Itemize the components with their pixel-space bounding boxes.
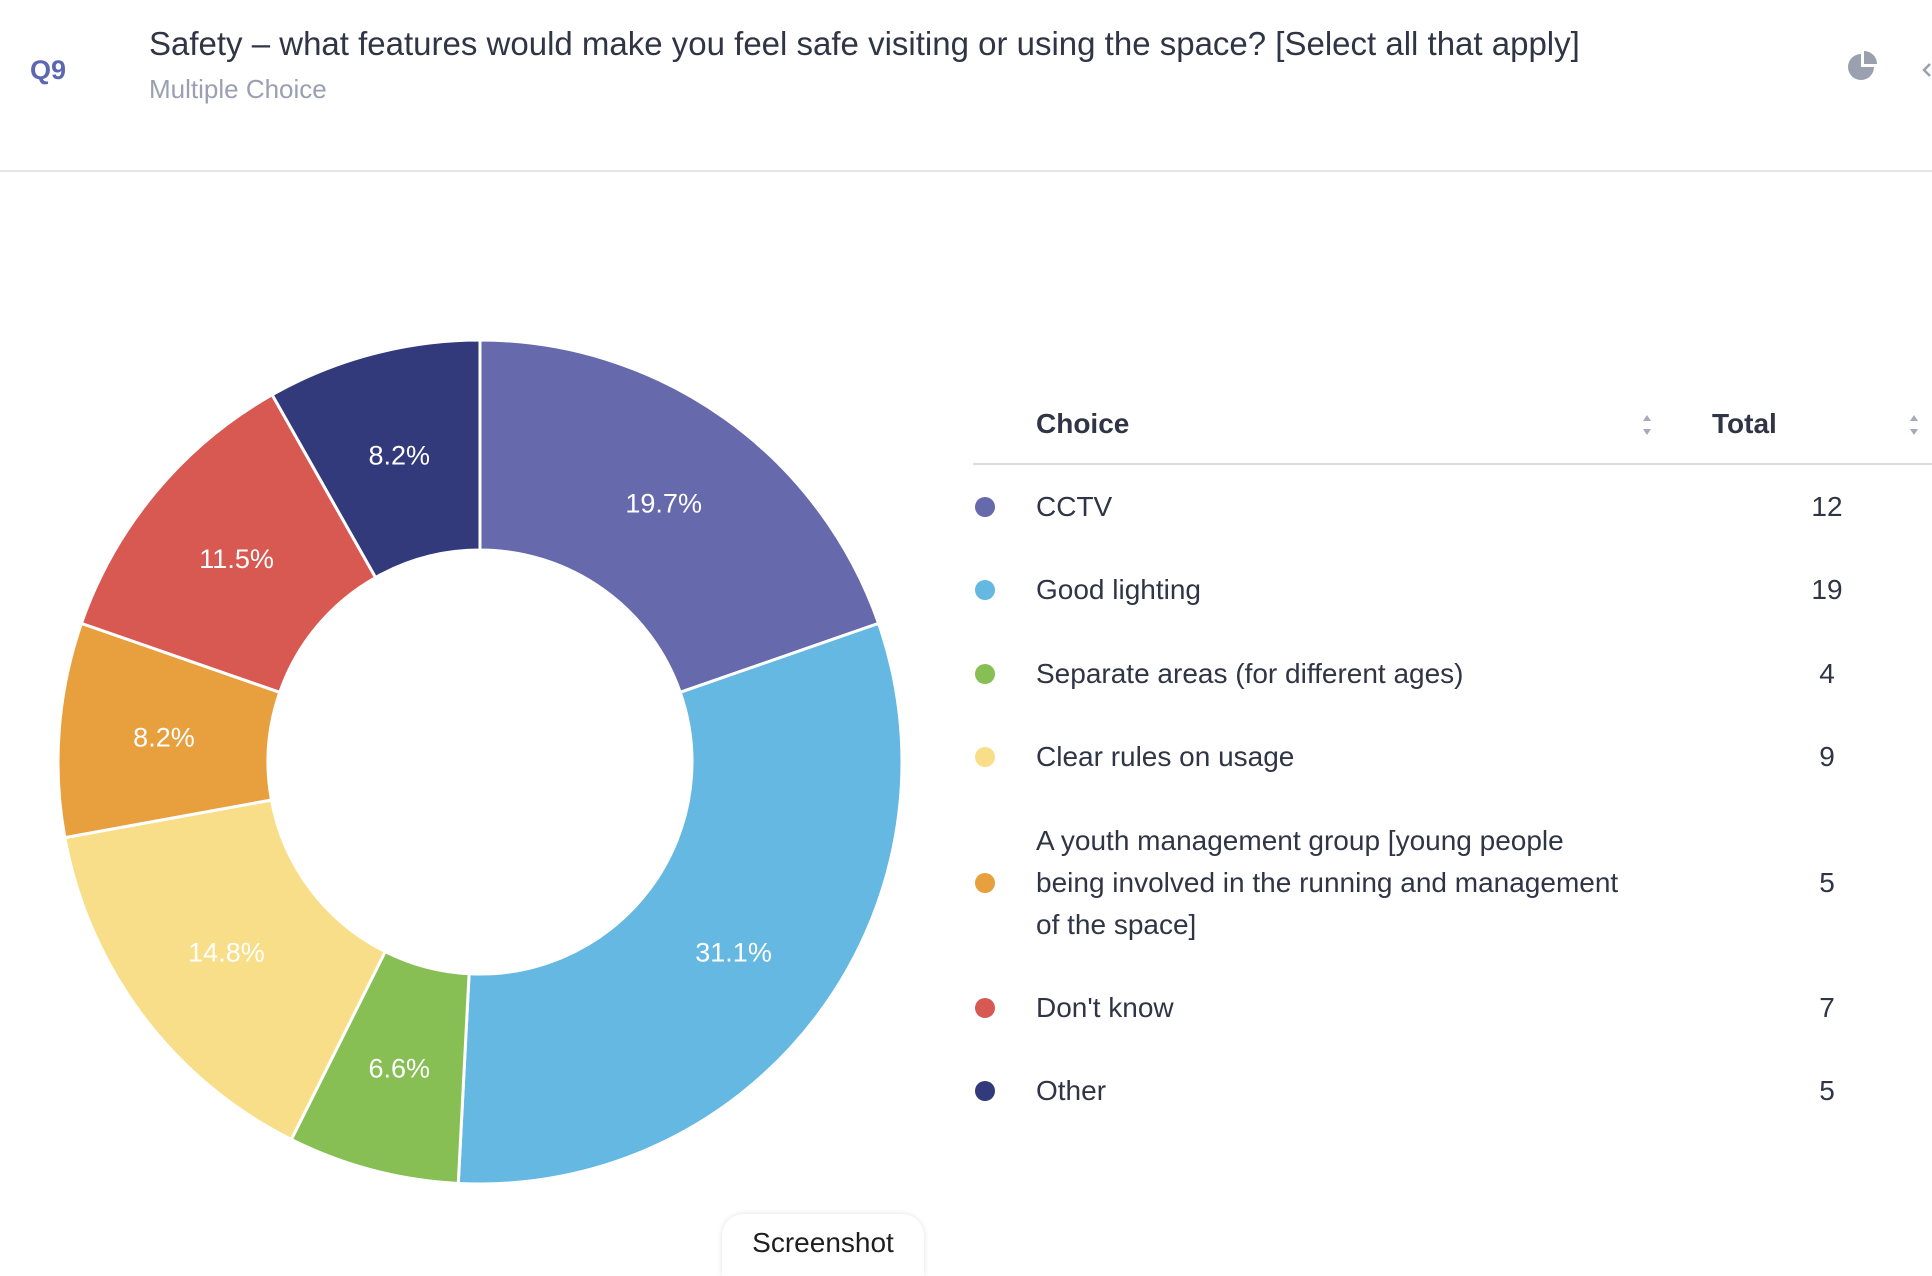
legend-color-dot [975, 496, 995, 517]
donut-slice[interactable] [63, 798, 388, 1142]
legend-color-dot [975, 663, 995, 684]
pie-chart-icon[interactable] [1846, 50, 1880, 84]
table-row[interactable]: Other 5 [973, 1049, 1932, 1133]
question-type: Multiple Choice [149, 74, 327, 104]
choice-total: 4 [1819, 657, 1835, 689]
slice-percent-label: 6.6% [368, 1054, 430, 1084]
table-body: CCTV 12 Good lighting 19 Separate areas (for… [973, 465, 1932, 1133]
slice-percent-label: 19.7% [625, 489, 702, 519]
choice-label: CCTV [1036, 490, 1113, 522]
donut-slice[interactable] [270, 338, 482, 580]
choice-total: 5 [1819, 866, 1835, 898]
question-title: Safety – what features would make you fe… [149, 25, 1580, 62]
choice-label: Good lighting [1036, 574, 1202, 605]
question-number: Q9 [30, 55, 67, 85]
table-row[interactable]: CCTV 12 [973, 465, 1932, 548]
choice-label: Clear rules on usage [1036, 741, 1295, 772]
choice-label: Other [1036, 1075, 1107, 1106]
choice-total: 9 [1819, 741, 1835, 772]
choice-label: Separate areas (for different ages) [1036, 657, 1464, 689]
choice-total: 19 [1811, 574, 1843, 605]
slice-percent-label: 31.1% [695, 937, 772, 967]
legend-color-dot [975, 872, 995, 893]
total-column-header[interactable]: Total [1712, 408, 1777, 439]
donut-slice[interactable] [456, 621, 904, 1186]
choice-label: A youth management group [young people b… [1036, 824, 1619, 940]
table-row[interactable]: Separate areas (for different ages) 4 [973, 632, 1932, 715]
choice-total: 12 [1811, 490, 1843, 522]
slice-percent-label: 11.5% [199, 544, 274, 574]
slice-percent-label: 8.2% [368, 440, 430, 470]
choice-total: 7 [1819, 991, 1835, 1023]
donut-slice[interactable] [478, 338, 881, 695]
slice-percent-label: 14.8% [188, 937, 265, 967]
sort-icon[interactable] [1908, 412, 1920, 438]
choice-total: 5 [1819, 1075, 1835, 1106]
table-row[interactable]: Clear rules on usage 9 [973, 715, 1932, 799]
legend-color-dot [975, 1081, 995, 1101]
choice-column-header[interactable]: Choice [1036, 408, 1130, 439]
legend-color-dot [975, 997, 995, 1018]
donut-slice[interactable] [79, 392, 378, 695]
table-row[interactable]: A youth management group [young people b… [973, 799, 1932, 966]
question-header: Q9 Safety – what features would make you… [0, 0, 1932, 172]
choice-label: Don't know [1036, 991, 1174, 1023]
sort-icon[interactable] [1641, 412, 1653, 438]
legend-color-dot [975, 580, 995, 600]
table-row[interactable]: Good lighting 19 [973, 548, 1932, 632]
legend-color-dot [975, 747, 995, 767]
screenshot-tooltip: Screenshot [722, 1214, 924, 1276]
choice-table: Choice Total CCTV 12 Good lighting 19 Separa… [973, 390, 1932, 1133]
table-row[interactable]: Don't know 7 [973, 966, 1932, 1049]
donut-chart: 19.7% 31.1% 6.6% 14.8% 8.2% 11.5% 8.2% [56, 338, 904, 1186]
table-header: Choice Total [973, 390, 1932, 465]
chevron-left-icon[interactable] [1920, 62, 1932, 78]
slice-percent-label: 8.2% [133, 723, 195, 753]
